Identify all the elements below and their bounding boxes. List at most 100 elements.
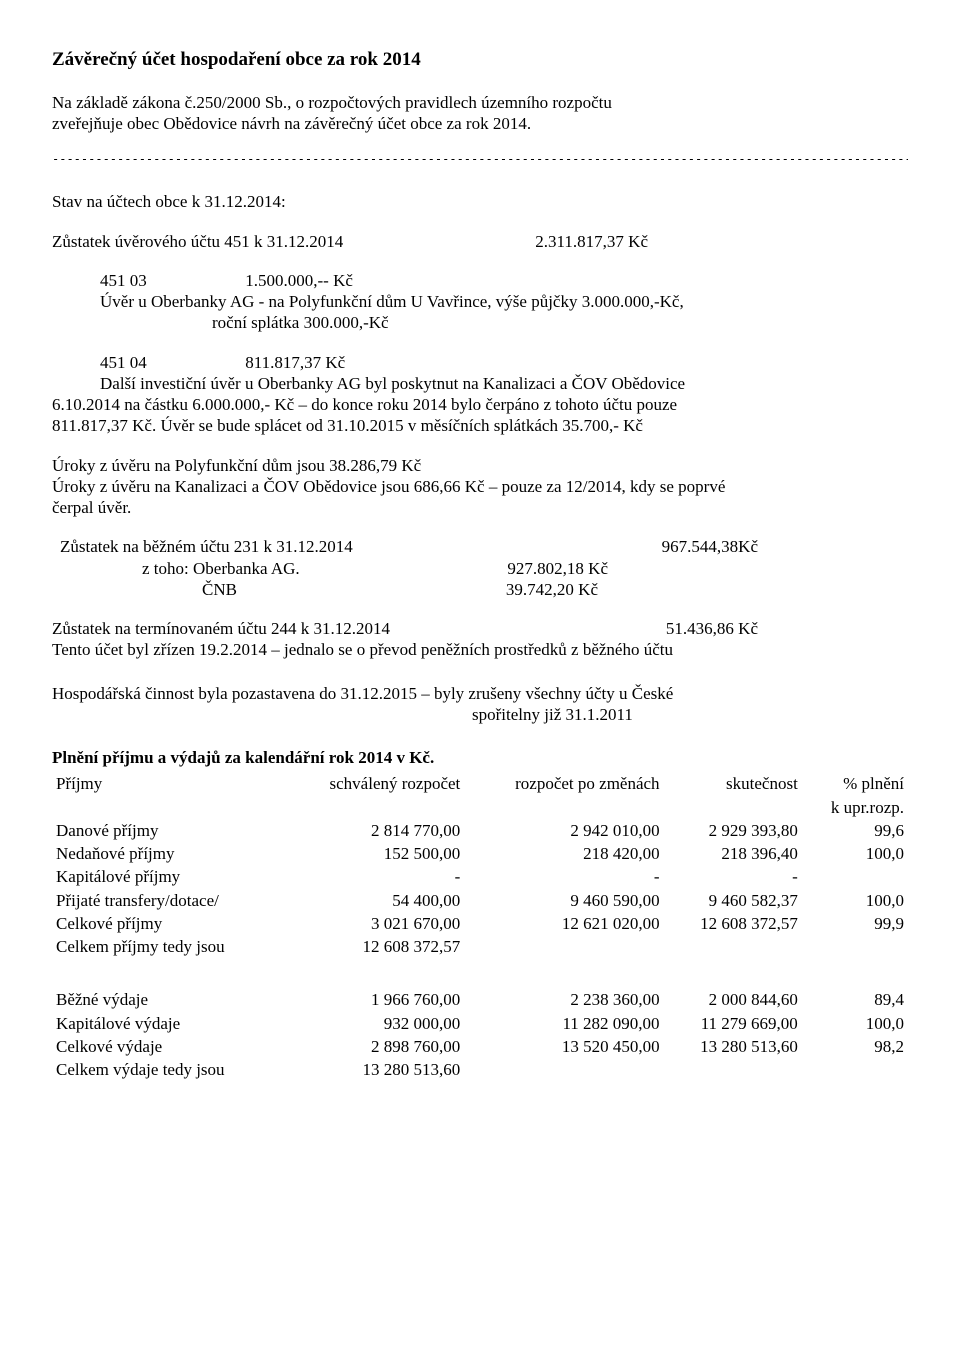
- table-row: Přijaté transfery/dotace/54 400,009 460 …: [52, 889, 908, 912]
- bezny-sub-oberbanka-label: z toho: Oberbanka AG.: [52, 558, 300, 579]
- table-cell: 152 500,00: [283, 842, 464, 865]
- table-cell: -: [664, 865, 802, 888]
- table-cell: 11 279 669,00: [664, 1012, 802, 1035]
- table-cell: Danové příjmy: [52, 819, 283, 842]
- stav-heading: Stav na účtech obce k 31.12.2014:: [52, 191, 908, 212]
- income-total-value: 12 608 372,57: [283, 935, 464, 958]
- acc-451-04-header: 451 04 811.817,37 Kč: [52, 352, 908, 373]
- hdr-schvaleny: schválený rozpočet: [283, 772, 464, 795]
- hdr-k-upr-rozp: k upr.rozp.: [802, 796, 908, 819]
- table-cell: Celkové výdaje: [52, 1035, 283, 1058]
- table-row: Kapitálové výdaje932 000,0011 282 090,00…: [52, 1012, 908, 1035]
- table-cell: 2 929 393,80: [664, 819, 802, 842]
- hosp-cinnost-line-1: Hospodářská činnost byla pozastavena do …: [52, 683, 908, 704]
- table-cell: Kapitálové příjmy: [52, 865, 283, 888]
- table-cell: 932 000,00: [283, 1012, 464, 1035]
- uroky-line-2: Úroky z úvěru na Kanalizaci a ČOV Obědov…: [52, 476, 908, 497]
- table-cell: 3 021 670,00: [283, 912, 464, 935]
- table-cell: 99,6: [802, 819, 908, 842]
- table-cell: 2 000 844,60: [664, 988, 802, 1011]
- budget-header-row: Příjmy schválený rozpočet rozpočet po zm…: [52, 772, 908, 795]
- table-row: Kapitálové příjmy---: [52, 865, 908, 888]
- table-cell: 11 282 090,00: [464, 1012, 663, 1035]
- hdr-prijmy: Příjmy: [52, 772, 283, 795]
- table-row: Nedaňové příjmy152 500,00218 420,00218 3…: [52, 842, 908, 865]
- income-total-label: Celkem příjmy tedy jsou: [52, 935, 283, 958]
- bezny-ucet-row: Zůstatek na běžném účtu 231 k 31.12.2014…: [52, 536, 908, 557]
- table-row: Celkové příjmy3 021 670,0012 621 020,001…: [52, 912, 908, 935]
- table-cell: Přijaté transfery/dotace/: [52, 889, 283, 912]
- table-row: Celkové výdaje2 898 760,0013 520 450,001…: [52, 1035, 908, 1058]
- acc-451-03-desc-2: roční splátka 300.000,-Kč: [52, 312, 908, 333]
- terminovany-value: 51.436,86 Kč: [666, 618, 908, 639]
- table-cell: Celkové příjmy: [52, 912, 283, 935]
- terminovany-label: Zůstatek na termínovaném účtu 244 k 31.1…: [52, 618, 390, 639]
- table-cell: 9 460 590,00: [464, 889, 663, 912]
- page-title: Závěrečný účet hospodaření obce za rok 2…: [52, 48, 908, 72]
- uroky-line-3: čerpal úvěr.: [52, 497, 908, 518]
- acc-451-04-desc-3: 811.817,37 Kč. Úvěr se bude splácet od 3…: [52, 415, 908, 436]
- acc-451-04-desc-2: 6.10.2014 na částku 6.000.000,- Kč – do …: [52, 394, 908, 415]
- acc-451-04-code: 451 04: [100, 353, 147, 372]
- table-cell: 12 608 372,57: [664, 912, 802, 935]
- table-cell: Běžné výdaje: [52, 988, 283, 1011]
- table-cell: 2 898 760,00: [283, 1035, 464, 1058]
- plneni-title: Plnění příjmu a výdajů za kalendářní rok…: [52, 747, 908, 768]
- bezny-ucet-value: 967.544,38Kč: [662, 536, 908, 557]
- acc-451-03-value: 1.500.000,-- Kč: [245, 271, 353, 290]
- bezny-sub-oberbanka-value: 927.802,18 Kč: [507, 558, 908, 579]
- table-row: Danové příjmy2 814 770,002 942 010,002 9…: [52, 819, 908, 842]
- table-cell: 2 942 010,00: [464, 819, 663, 842]
- table-cell: [802, 865, 908, 888]
- table-cell: 218 420,00: [464, 842, 663, 865]
- table-cell: -: [464, 865, 663, 888]
- hosp-cinnost-line-2: spořitelny již 31.1.2011: [52, 704, 908, 725]
- budget-header-row-2: k upr.rozp.: [52, 796, 908, 819]
- bezny-sub-oberbanka: z toho: Oberbanka AG. 927.802,18 Kč: [52, 558, 908, 579]
- acc-451-03-desc-1: Úvěr u Oberbanky AG - na Polyfunkční dům…: [52, 291, 908, 312]
- table-cell: 13 280 513,60: [664, 1035, 802, 1058]
- income-total-row: Celkem příjmy tedy jsou 12 608 372,57: [52, 935, 908, 958]
- table-cell: 2 814 770,00: [283, 819, 464, 842]
- table-cell: 100,0: [802, 842, 908, 865]
- hdr-pozmenach: rozpočet po změnách: [464, 772, 663, 795]
- table-cell: Nedaňové příjmy: [52, 842, 283, 865]
- table-cell: 100,0: [802, 1012, 908, 1035]
- expense-total-value: 13 280 513,60: [283, 1058, 464, 1081]
- table-cell: 9 460 582,37: [664, 889, 802, 912]
- table-cell: -: [283, 865, 464, 888]
- intro-line-2: zveřejňuje obec Obědovice návrh na závěr…: [52, 113, 908, 134]
- table-cell: 12 621 020,00: [464, 912, 663, 935]
- budget-table: Příjmy schválený rozpočet rozpočet po zm…: [52, 772, 908, 1081]
- table-cell: 99,9: [802, 912, 908, 935]
- acc-451-03-code: 451 03: [100, 271, 147, 290]
- acc-451-03-header: 451 03 1.500.000,-- Kč: [52, 270, 908, 291]
- bezny-sub-cnb: ČNB 39.742,20 Kč: [52, 579, 908, 600]
- table-cell: 54 400,00: [283, 889, 464, 912]
- uroky-line-1: Úroky z úvěru na Polyfunkční dům jsou 38…: [52, 455, 908, 476]
- table-cell: 100,0: [802, 889, 908, 912]
- table-cell: Kapitálové výdaje: [52, 1012, 283, 1035]
- expense-total-label: Celkem výdaje tedy jsou: [52, 1058, 283, 1081]
- acc-451-04-value: 811.817,37 Kč: [245, 353, 345, 372]
- zustatek-451-row: Zůstatek úvěrového účtu 451 k 31.12.2014…: [52, 231, 908, 252]
- zustatek-451-label: Zůstatek úvěrového účtu 451 k 31.12.2014: [52, 231, 343, 252]
- zustatek-451-value: 2.311.817,37 Kč: [535, 231, 908, 252]
- terminovany-row: Zůstatek na termínovaném účtu 244 k 31.1…: [52, 618, 908, 639]
- terminovany-note: Tento účet byl zřízen 19.2.2014 – jednal…: [52, 639, 908, 660]
- bezny-ucet-label: Zůstatek na běžném účtu 231 k 31.12.2014: [52, 536, 353, 557]
- bezny-sub-cnb-label: ČNB: [52, 579, 237, 600]
- divider: ----------------------------------------…: [52, 152, 908, 167]
- hdr-skutecnost: skutečnost: [664, 772, 802, 795]
- hdr-plneni: % plnění: [802, 772, 908, 795]
- table-row: Běžné výdaje1 966 760,002 238 360,002 00…: [52, 988, 908, 1011]
- intro: Na základě zákona č.250/2000 Sb., o rozp…: [52, 92, 908, 135]
- table-cell: 98,2: [802, 1035, 908, 1058]
- table-cell: 1 966 760,00: [283, 988, 464, 1011]
- table-cell: 89,4: [802, 988, 908, 1011]
- table-cell: 218 396,40: [664, 842, 802, 865]
- acc-451-04-desc-1: Další investiční úvěr u Oberbanky AG byl…: [52, 373, 908, 394]
- expense-total-row: Celkem výdaje tedy jsou 13 280 513,60: [52, 1058, 908, 1081]
- table-cell: 13 520 450,00: [464, 1035, 663, 1058]
- intro-line-1: Na základě zákona č.250/2000 Sb., o rozp…: [52, 92, 908, 113]
